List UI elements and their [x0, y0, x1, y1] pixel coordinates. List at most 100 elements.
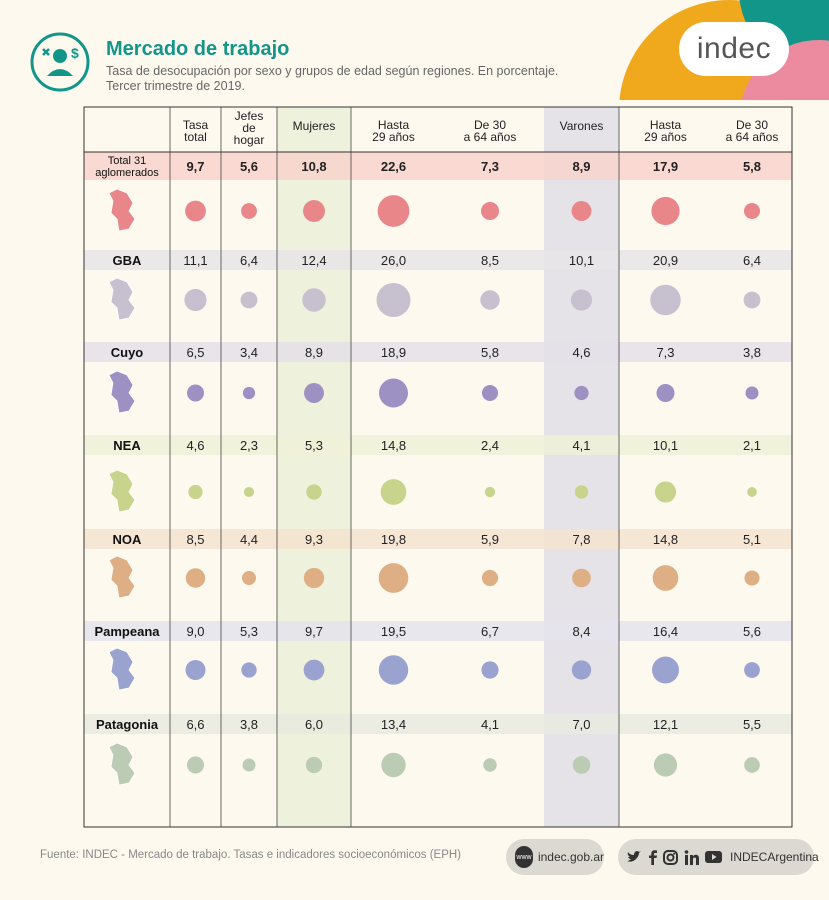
region-label: NOA — [113, 532, 143, 547]
column-header: Varones — [560, 119, 604, 133]
value-label: 2,1 — [743, 438, 761, 453]
value-label: 7,0 — [572, 717, 590, 732]
globe-icon: www — [515, 846, 533, 868]
value-label: 5,5 — [743, 717, 761, 732]
value-dot — [743, 202, 761, 220]
value-dot — [242, 571, 256, 585]
value-dot — [240, 291, 258, 309]
value-label: 10,8 — [301, 159, 326, 174]
row-band — [84, 250, 792, 270]
value-label: 5,6 — [743, 624, 761, 639]
value-label: 5,3 — [240, 624, 258, 639]
twitter-icon[interactable] — [626, 850, 642, 864]
value-label: 8,5 — [186, 532, 204, 547]
value-dot — [747, 487, 757, 497]
value-dot — [376, 283, 411, 317]
value-dot — [187, 384, 204, 402]
value-label: 16,4 — [653, 624, 678, 639]
value-dot — [378, 655, 409, 685]
value-label: 5,9 — [481, 532, 499, 547]
table-border — [83, 106, 793, 828]
value-dot — [306, 484, 322, 500]
region-map-icon — [108, 277, 136, 321]
value-dot — [570, 289, 593, 311]
value-label: 26,0 — [381, 253, 406, 268]
row-band — [84, 714, 792, 734]
value-dot — [303, 659, 325, 681]
value-dot — [185, 200, 206, 222]
website-link[interactable]: www indec.gob.ar — [506, 839, 604, 875]
page-title: Mercado de trabajo — [106, 38, 290, 60]
value-dot — [483, 758, 497, 772]
row-band — [84, 152, 792, 180]
value-dot — [305, 756, 323, 774]
value-dot — [653, 753, 678, 777]
value-dot — [743, 291, 761, 309]
value-label: 6,4 — [743, 253, 761, 268]
value-dot — [241, 203, 257, 219]
value-label: 8,5 — [481, 253, 499, 268]
value-dot — [484, 486, 496, 498]
value-label: 10,1 — [569, 253, 594, 268]
svg-text:$: $ — [71, 45, 79, 61]
region-label: NEA — [113, 438, 141, 453]
value-dot — [652, 565, 679, 591]
value-dot — [184, 288, 207, 312]
value-label: 2,3 — [240, 438, 258, 453]
value-label: 10,1 — [653, 438, 678, 453]
varones-column-band — [544, 107, 619, 827]
value-dot — [378, 563, 409, 593]
value-label: 4,4 — [240, 532, 258, 547]
value-label: 5,8 — [743, 159, 761, 174]
facebook-icon[interactable] — [648, 849, 657, 865]
value-dot — [481, 569, 499, 587]
subtitle-line-2: Tercer trimestre de 2019. — [106, 79, 245, 93]
source-note: Fuente: INDEC - Mercado de trabajo. Tasa… — [40, 849, 462, 861]
value-label: 19,8 — [381, 532, 406, 547]
value-dot — [304, 383, 324, 403]
row-band — [84, 621, 792, 641]
value-dot — [744, 570, 760, 586]
value-label: 11,1 — [183, 253, 207, 268]
value-dot — [186, 756, 205, 774]
value-label: 14,8 — [381, 438, 406, 453]
region-label: GBA — [113, 253, 143, 268]
value-label: 5,8 — [481, 345, 499, 360]
value-dot — [572, 568, 591, 588]
indec-logo: indec — [679, 22, 789, 76]
linkedin-icon[interactable] — [684, 849, 699, 865]
value-label: 5,3 — [305, 438, 323, 453]
value-dot — [572, 756, 591, 774]
region-map-icon — [108, 742, 136, 786]
youtube-icon[interactable] — [705, 851, 722, 863]
value-dot — [185, 660, 206, 680]
value-label: 9,3 — [305, 532, 323, 547]
value-label: 9,7 — [186, 159, 204, 174]
region-map-icon — [108, 370, 136, 414]
value-label: 13,4 — [381, 717, 406, 732]
value-dot — [571, 660, 592, 680]
region-map-icon — [108, 469, 136, 513]
value-label: 9,0 — [186, 624, 204, 639]
value-label: 5,6 — [240, 159, 258, 174]
value-label: 8,4 — [572, 624, 590, 639]
social-links[interactable]: INDECArgentina — [618, 839, 819, 875]
value-dot — [654, 481, 677, 503]
value-dot — [656, 383, 675, 403]
value-label: 4,1 — [572, 438, 590, 453]
instagram-icon[interactable] — [663, 849, 678, 865]
column-header: Jefes de hogar — [234, 109, 265, 147]
value-dot — [185, 568, 206, 588]
value-label: 6,5 — [186, 345, 204, 360]
value-label: 22,6 — [381, 159, 406, 174]
mujeres-column-band — [277, 107, 351, 827]
value-label: 6,7 — [481, 624, 499, 639]
value-label: 3,8 — [743, 345, 761, 360]
value-dot — [302, 288, 326, 312]
value-dot — [574, 385, 589, 401]
subtitle-line-1: Tasa de desocupación por sexo y grupos d… — [106, 64, 559, 78]
value-label: 7,3 — [656, 345, 674, 360]
value-dot — [744, 757, 760, 773]
value-dot — [188, 484, 203, 500]
